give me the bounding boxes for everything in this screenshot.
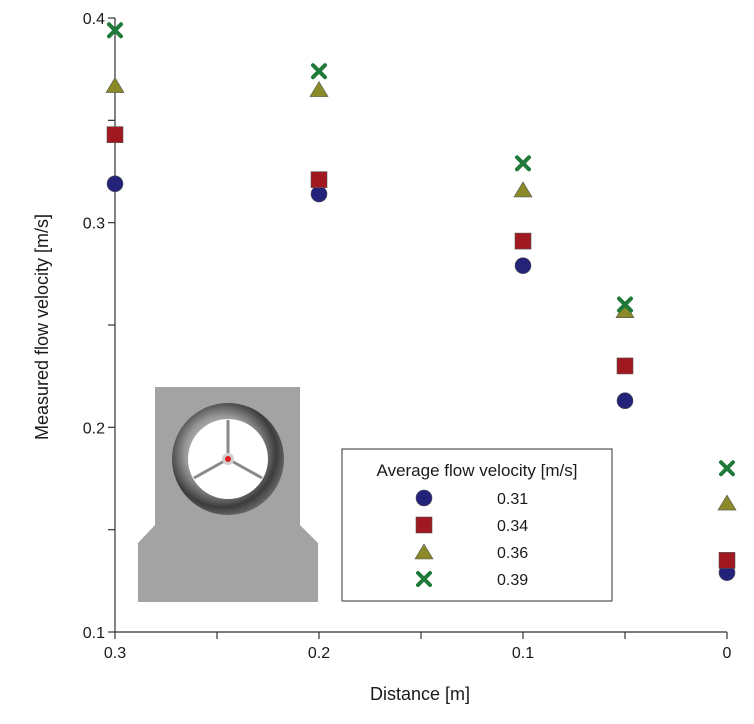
data-point-x (311, 63, 327, 80)
rotor-hub-center (225, 456, 231, 462)
axes: 0.1 0.2 0.3 0.4 0.3 0.2 0.1 0 (83, 11, 732, 662)
data-point-triangle (105, 76, 125, 93)
legend-box (341, 448, 613, 602)
data-point-circle (310, 185, 328, 203)
legend-marker-x (416, 571, 432, 587)
legend-label: 0.39 (497, 572, 528, 589)
legend-title: Average flow velocity [m/s] (377, 461, 578, 480)
legend-marker-triangle (414, 543, 434, 560)
legend-marker-square (415, 516, 433, 534)
data-point-circle (106, 175, 124, 193)
rotor-blade (227, 457, 263, 480)
legend: Average flow velocity [m/s] 0.31 0.34 0.36 0… (341, 448, 613, 602)
x-tick-label: 0 (723, 645, 732, 662)
data-point-x (107, 22, 123, 39)
turbine-inset-icon (138, 387, 318, 602)
x-tick-label: 0.2 (308, 645, 330, 662)
data-marks (105, 22, 737, 581)
x-tick-label: 0.1 (512, 645, 534, 662)
data-point-x (719, 460, 735, 477)
legend-label: 0.31 (497, 491, 528, 508)
y-tick-label: 0.4 (83, 11, 105, 28)
y-axis-title: Measured flow velocity [m/s] (32, 214, 52, 440)
y-tick-label: 0.2 (83, 420, 105, 437)
data-point-square (616, 357, 634, 375)
data-point-square (310, 171, 328, 188)
legend-label: 0.34 (497, 518, 528, 535)
data-point-x (617, 296, 633, 313)
data-point-square (718, 552, 736, 569)
data-point-square (106, 126, 124, 143)
x-axis-title: Distance [m] (370, 684, 470, 704)
data-point-circle (616, 392, 634, 410)
y-tick-label: 0.3 (83, 216, 105, 233)
y-tick-label: 0.1 (83, 625, 105, 642)
data-point-x (515, 155, 531, 172)
x-tick-label: 0.3 (104, 645, 126, 662)
rotor-blade (193, 457, 229, 480)
data-point-triangle (513, 181, 533, 198)
data-point-circle (514, 257, 532, 274)
legend-label: 0.36 (497, 545, 528, 562)
data-point-triangle (309, 81, 329, 97)
legend-marker-circle (415, 489, 433, 507)
data-point-square (514, 232, 532, 250)
data-point-triangle (717, 494, 737, 511)
